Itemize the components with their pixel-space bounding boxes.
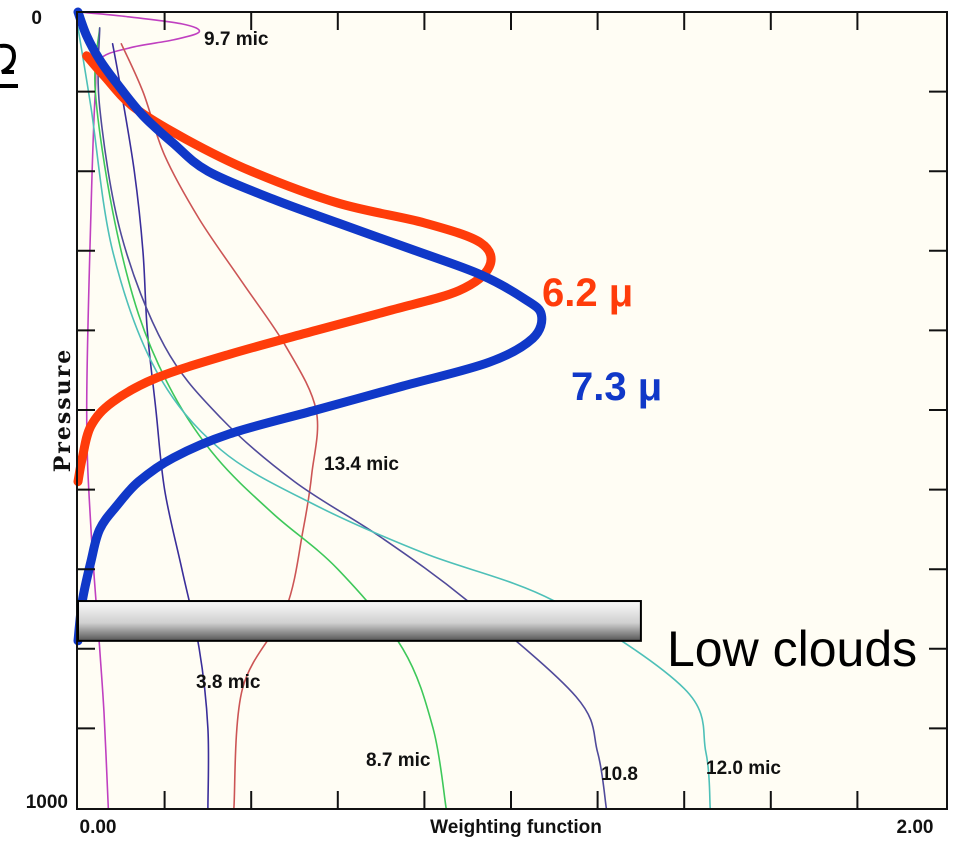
- x-tick-label-left: 0.00: [80, 817, 117, 838]
- label-13-4-mic: 13.4 mic: [324, 454, 399, 475]
- low-clouds-bar: [77, 600, 642, 642]
- low-clouds-band: Low clouds: [77, 600, 917, 677]
- slide-corner-glyph: [0, 40, 18, 90]
- label-12-0-mic: 12.0 mic: [706, 758, 781, 779]
- label-9-7-mic: 9.7 mic: [204, 29, 269, 50]
- curve-ch-3-8: [111, 43, 210, 809]
- y-tick-label-top: 0: [31, 8, 42, 29]
- y-tick-label-bottom: 1000: [26, 792, 68, 813]
- curve-ch-7-3: [73, 7, 547, 646]
- label-6-2-micron: 6.2 μ: [542, 271, 633, 315]
- y-axis-title: Pressure: [50, 348, 76, 473]
- curve-ch-6-2: [73, 51, 496, 487]
- label-8-7-mic: 8.7 mic: [366, 750, 431, 771]
- curve-ch-8-7: [94, 27, 447, 809]
- label-7-3-micron: 7.3 μ: [571, 365, 662, 409]
- low-clouds-label: Low clouds: [667, 621, 917, 677]
- curve-ch-12-0: [77, 27, 711, 809]
- label-3-8-mic: 3.8 mic: [196, 672, 261, 693]
- axis-ticks: [77, 12, 947, 809]
- x-tick-label-right: 2.00: [897, 817, 934, 838]
- plot-background: [77, 12, 947, 809]
- label-10-8: 10.8: [601, 764, 638, 785]
- curve-ch-10-8: [97, 27, 608, 809]
- x-axis-title: Weighting function: [430, 817, 602, 838]
- curve-labels: 9.7 mic 13.4 mic 3.8 mic 8.7 mic 10.8 12…: [196, 29, 781, 785]
